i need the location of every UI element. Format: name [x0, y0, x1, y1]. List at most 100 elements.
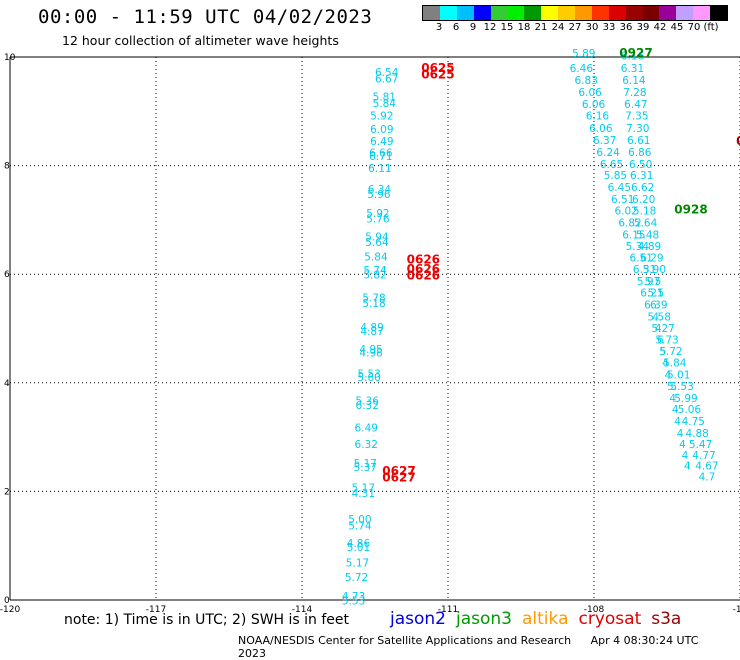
color-scale-label: 70 [687, 22, 701, 33]
wave-height-label: 4 [665, 369, 672, 381]
wave-height-label: 5.37 [354, 462, 377, 474]
wave-height-label: 6.50 [629, 159, 652, 171]
wave-height-label: 5.47 [689, 439, 712, 451]
wave-height-label: 6.31 [630, 170, 653, 182]
wave-height-label: 5.17 [346, 557, 369, 569]
wave-height-label: 4.87 [360, 326, 383, 338]
wave-height-label: 5.06 [678, 404, 702, 416]
color-scale-label: 36 [619, 22, 633, 33]
wave-height-label: 6.16 [586, 110, 610, 122]
satellite-legend: jason2 jason3 altika cryosat s3a [390, 609, 691, 629]
x-tick-label: -10 [733, 605, 740, 615]
wave-height-label: 4. [652, 311, 662, 323]
wave-height-label: 6.24 [596, 147, 620, 159]
color-swatch [456, 6, 474, 20]
color-swatch [591, 6, 609, 20]
color-scale-labels: 3 6 9 12 15 18 21 24 27 30 33 36 39 42 45 70 (ft) [422, 22, 728, 34]
wave-height-label: 5.76 [366, 214, 390, 226]
wave-height-label: 7.30 [626, 123, 649, 135]
wave-height-label: 5.17 [352, 482, 375, 494]
wave-height-label: 6.39 [644, 299, 667, 311]
wave-height-label: 4 [655, 323, 662, 335]
wave-height-label: 4.67 [695, 461, 718, 473]
color-swatch [558, 6, 576, 20]
color-swatch [642, 6, 660, 20]
y-tick-label: 0 [4, 596, 10, 606]
color-scale-bar [422, 5, 728, 21]
wave-height-label: 5.18 [362, 298, 385, 310]
wave-height-label: 4 [672, 404, 679, 416]
x-tick-label: -117 [146, 605, 166, 615]
wave-height-label: 5.78 [362, 292, 385, 304]
chart-title: 00:00 - 11:59 UTC 04/02/2023 [38, 6, 373, 28]
time-label: 0928 [674, 202, 707, 216]
wave-height-label: 5.36 [356, 396, 380, 408]
wave-height-label: 5.92 [370, 110, 393, 122]
color-swatch [490, 6, 508, 20]
wave-height-label: 6.32 [355, 439, 378, 451]
wave-height-label: 4.75 [682, 416, 705, 428]
wave-height-label: 5.85 [604, 170, 627, 182]
wave-height-label: 5.60 [357, 372, 380, 384]
wave-height-label: 4.88 [685, 428, 708, 440]
wave-height-label: 5.53 [670, 381, 693, 393]
wave-height-label: 4.86 [347, 538, 371, 550]
time-label: 0627 [382, 471, 415, 485]
legend-item-altika: altika [522, 609, 569, 629]
wave-height-label: 6.14 [622, 75, 646, 87]
color-scale-label: 27 [568, 22, 582, 33]
wave-height-label: 6.62 [631, 182, 654, 194]
wave-height-label: 4.89 [638, 241, 661, 253]
wave-height-label: 5.99 [674, 393, 697, 405]
wave-height-label: 5.27 [651, 323, 674, 335]
wave-height-label: 5.58 [648, 311, 671, 323]
wave-height-label: 6 [657, 335, 664, 347]
wave-height-label: 4 [669, 393, 676, 405]
wave-height-label: 6.49 [355, 423, 378, 435]
color-scale-label: 12 [483, 22, 497, 33]
wave-height-label: 6.49 [370, 136, 393, 148]
legend-item-jason2: jason2 [390, 609, 446, 629]
y-tick-label: 6 [4, 270, 10, 280]
wave-height-label: 4 [679, 439, 686, 451]
color-scale-label: 24 [551, 22, 565, 33]
wave-height-label: 6.47 [624, 99, 647, 111]
wave-height-label: 5.72 [345, 572, 368, 584]
credit-line: NOAA/NESDIS Center for Satellite Applica… [238, 634, 740, 660]
wave-height-label: 4 [662, 358, 669, 370]
wave-height-label: 4.7 [699, 472, 716, 484]
color-swatch [575, 6, 592, 20]
wave-height-label: 4 [677, 428, 684, 440]
wave-height-label: 5.17 [354, 458, 377, 470]
wave-height-label: 6.61 [627, 135, 650, 147]
legend-item-cryosat: cryosat [578, 609, 642, 629]
wave-height-label: 7.35 [625, 110, 648, 122]
wave-height-label: 4.98 [359, 348, 382, 360]
x-tick-label: -114 [292, 605, 313, 615]
wave-height-label: 6.15 [622, 229, 645, 241]
wave-height-label: 6.29 [640, 253, 663, 265]
time-label: 0927 [619, 46, 652, 60]
legend-item-jason3: jason3 [456, 609, 512, 629]
wave-height-label: 6.83 [575, 75, 598, 87]
color-scale-label: 21 [534, 22, 548, 33]
y-tick-label: 4 [4, 379, 10, 389]
wave-height-label: 6.09 [370, 124, 393, 136]
time-label: 04 [736, 134, 740, 148]
wave-height-label: 5.64 [365, 237, 389, 249]
color-scale-label: (ft) [703, 22, 719, 33]
color-scale-label: 6 [452, 22, 460, 33]
time-label: 0626 [407, 262, 440, 276]
wave-height-label: 4 [682, 450, 689, 462]
wave-height-label: 6.51 [630, 253, 653, 265]
wave-height-label: 4.95 [359, 344, 382, 356]
wave-height-label: 5.94 [365, 232, 389, 244]
color-swatch [473, 6, 491, 20]
color-swatch [676, 6, 694, 20]
wave-height-label: 5.34 [626, 241, 650, 253]
color-scale-label: 42 [653, 22, 667, 33]
wave-height-label: 6.11 [368, 163, 391, 175]
color-swatch [541, 6, 559, 20]
wave-height-label: 6.82 [618, 217, 641, 229]
